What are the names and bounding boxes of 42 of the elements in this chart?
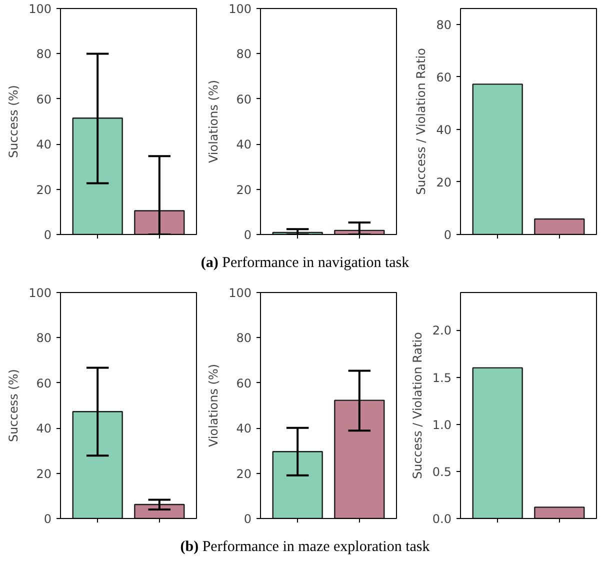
y-tick-label: 40 (236, 138, 252, 152)
y-tick-label: 40 (436, 122, 452, 137)
y-tick-label: 60 (36, 376, 52, 390)
y-tick-label: 40 (36, 422, 52, 436)
y-tick-label: 40 (36, 138, 52, 152)
y-tick-label: 1.5 (432, 370, 452, 385)
y-tick-label: 0 (244, 228, 252, 242)
y-tick-label: 0 (244, 512, 252, 526)
y-tick-label: 0 (44, 512, 52, 526)
y-tick-label: 40 (236, 422, 252, 436)
y-tick-label: 80 (36, 331, 52, 346)
y-tick-label: 80 (36, 47, 52, 62)
y-tick-label: 20 (36, 182, 52, 197)
y-tick-label: 100 (228, 2, 252, 16)
y-tick-label: 60 (236, 376, 252, 390)
y-tick-label: 60 (36, 92, 52, 106)
y-axis-title: Violations (%) (206, 80, 221, 164)
y-axis-title: Success (%) (6, 85, 21, 158)
y-tick-label: 100 (28, 2, 52, 16)
text: (a) Performance in navigation task (200, 254, 410, 273)
y-tick-label: 60 (236, 92, 252, 106)
y-tick-label: 80 (436, 18, 452, 32)
y-tick-label: 0.0 (432, 512, 452, 526)
y-tick-label: 1.0 (432, 418, 452, 432)
y-tick-label: 100 (228, 286, 252, 300)
y-axis-title: Success / Violation Ratio (414, 48, 428, 195)
y-tick-label: 80 (236, 47, 252, 62)
y-tick-label: 60 (436, 70, 452, 84)
y-axis-title: Success / Violation Ratio (410, 332, 424, 479)
text: (b) Performance in maze exploration task (179, 538, 431, 557)
y-tick-label: 20 (436, 175, 452, 190)
y-tick-label: 0.5 (432, 464, 452, 479)
y-tick-label: 80 (236, 331, 252, 346)
y-tick-label: 0 (44, 228, 52, 242)
y-tick-label: 20 (236, 182, 252, 197)
y-axis-title: Success (%) (6, 369, 21, 442)
y-axis-title: Violations (%) (206, 364, 221, 448)
y-tick-label: 100 (28, 286, 52, 300)
y-tick-label: 20 (236, 466, 252, 481)
y-tick-label: 20 (36, 466, 52, 481)
y-tick-label: 2.0 (432, 324, 452, 338)
y-tick-label: 0 (444, 228, 452, 242)
